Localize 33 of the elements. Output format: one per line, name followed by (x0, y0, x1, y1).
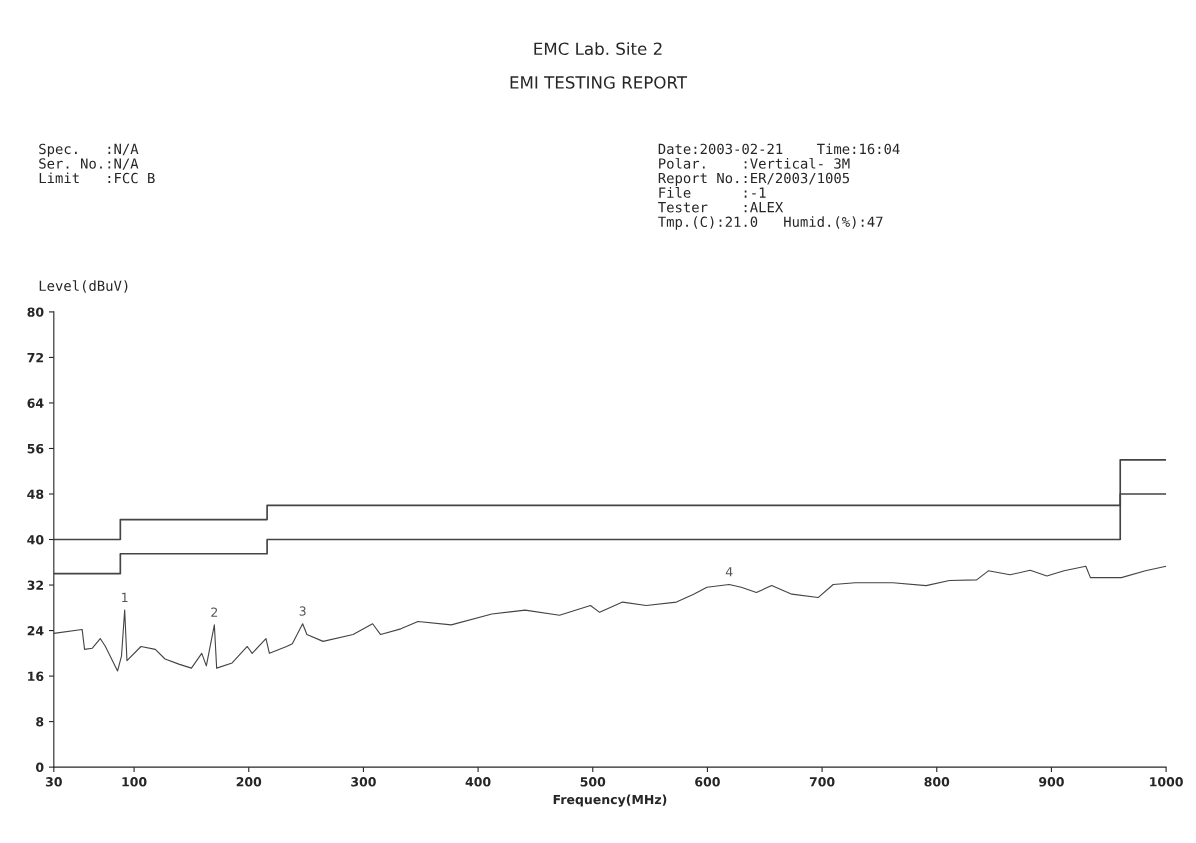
x-tick-label: 200 (236, 777, 262, 787)
y-tick-label: 80 (27, 307, 44, 317)
x-tick-label: 400 (465, 777, 491, 787)
annotation: 4 (725, 567, 733, 577)
y-tick-label: 40 (27, 534, 44, 545)
y-tick-label: 16 (28, 671, 44, 682)
annotation: 1 (122, 592, 128, 602)
x-tick-label: 1000 (1150, 777, 1183, 787)
y-tick-label: 24 (27, 626, 44, 636)
x-tick-label: 800 (924, 777, 950, 787)
y-tick-label: 72 (27, 352, 44, 363)
x-tick-label: 900 (1039, 777, 1064, 787)
y-tick-label: 0 (36, 762, 44, 773)
x-tick-label: 100 (122, 777, 147, 787)
x-tick-label: 500 (580, 777, 606, 787)
y-tick-label: 64 (27, 398, 44, 408)
x-tick-label: 300 (351, 777, 376, 787)
annotation: 3 (299, 606, 306, 616)
x-axis-title: Frequency(MHz) (553, 794, 667, 807)
x-tick-label: 700 (809, 777, 835, 787)
text: Spec. :N/A Ser. No.:N/A Limit :FCC B (39, 143, 155, 184)
y-tick-label: 8 (36, 717, 44, 727)
chart-title: EMC Lab. Site 2 (534, 42, 662, 56)
annotation: 2 (211, 607, 218, 617)
y-tick-label: 32 (27, 580, 44, 590)
line-series (53, 565, 1167, 672)
text: Date:2003-02-21 Time:16:04 Polar. :Vertical- 3M Report No.:ER/2003/1005 File :-1 Tester :ALEX Tmp.(C):21.0 Humid.(%):47 (658, 143, 900, 230)
x-tick-label: 600 (695, 777, 720, 787)
y-tick-label: 48 (27, 489, 44, 499)
y-axis-title: Level(dBuV) (39, 280, 128, 293)
chart-subtitle: EMI TESTING REPORT (510, 76, 688, 89)
y-tick-label: 56 (27, 443, 44, 454)
x-tick-label: 30 (45, 777, 62, 787)
